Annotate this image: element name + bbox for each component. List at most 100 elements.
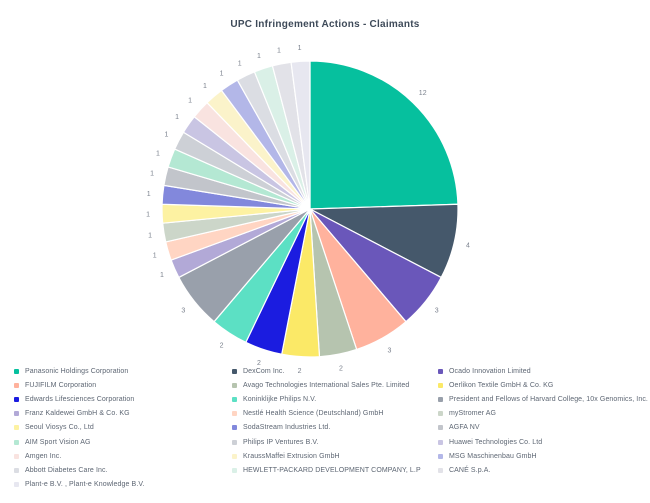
legend-item-label: CANÉ S.p.A. xyxy=(449,466,491,474)
slice-value-label: 1 xyxy=(203,83,207,90)
slice-value-label: 1 xyxy=(220,71,224,78)
legend-color-marker xyxy=(438,467,443,473)
legend-item-label: AIM Sport Vision AG xyxy=(25,438,91,446)
legend-color-marker xyxy=(14,411,19,417)
legend-item[interactable]: DexCom Inc. xyxy=(232,364,438,378)
legend-item-label: Huawei Technologies Co. Ltd xyxy=(449,438,543,446)
legend-item-label: MSG Maschinenbau GmbH xyxy=(449,452,537,460)
legend-item-label: Amgen Inc. xyxy=(25,452,62,460)
legend-item-label: KraussMaffei Extrusion GmbH xyxy=(243,452,340,460)
legend-item-label: AGFA NV xyxy=(449,424,480,432)
legend-color-marker xyxy=(232,425,237,431)
slice-value-label: 1 xyxy=(238,60,242,67)
legend-color-marker xyxy=(14,453,19,459)
legend-item[interactable]: AGFA NV xyxy=(438,421,648,435)
slice-value-label: 4 xyxy=(466,242,470,249)
legend-color-marker xyxy=(14,482,19,488)
slice-value-label: 1 xyxy=(156,151,160,158)
legend-color-marker xyxy=(438,411,443,417)
slice-value-label: 12 xyxy=(419,90,427,97)
legend-color-marker xyxy=(438,425,443,431)
legend-item[interactable]: Oerlikon Textile GmbH & Co. KG xyxy=(438,378,648,392)
slice-value-label: 1 xyxy=(147,191,151,198)
slice-value-label: 1 xyxy=(160,272,164,279)
legend-item-label: Oerlikon Textile GmbH & Co. KG xyxy=(449,381,554,389)
legend-color-marker xyxy=(14,425,19,431)
legend-color-marker xyxy=(232,453,237,459)
legend-color-marker xyxy=(232,411,237,417)
slice-value-label: 1 xyxy=(277,47,281,54)
slice-value-label: 1 xyxy=(188,98,192,105)
legend-item[interactable]: SodaStream Industries Ltd. xyxy=(232,421,438,435)
legend-item[interactable]: Nestlé Health Science (Deutschland) GmbH xyxy=(232,407,438,421)
slice-value-label: 1 xyxy=(298,45,302,52)
legend-item[interactable]: Franz Kaldewei GmbH & Co. KG xyxy=(14,407,232,421)
slice-value-label: 1 xyxy=(148,232,152,239)
pie-slice[interactable] xyxy=(309,60,459,210)
slice-value-label: 3 xyxy=(388,348,392,355)
legend-item[interactable]: FUJIFILM Corporation xyxy=(14,378,232,392)
legend-item[interactable]: AIM Sport Vision AG xyxy=(14,435,232,449)
legend-color-marker xyxy=(438,382,443,388)
legend-item[interactable]: KraussMaffei Extrusion GmbH xyxy=(232,449,438,463)
legend-item-label: Franz Kaldewei GmbH & Co. KG xyxy=(25,410,130,418)
legend-item[interactable]: Philips IP Ventures B.V. xyxy=(232,435,438,449)
slice-value-label: 1 xyxy=(175,114,179,121)
legend-item-label: FUJIFILM Corporation xyxy=(25,381,97,389)
legend-item-label: Nestlé Health Science (Deutschland) GmbH xyxy=(243,410,384,418)
legend-item[interactable]: Plant-e B.V. , Plant-e Knowledge B.V. xyxy=(14,478,232,492)
slice-value-label: 3 xyxy=(435,307,439,314)
legend-item-label: Ocado Innovation Limited xyxy=(449,367,531,375)
legend-color-marker xyxy=(232,368,237,374)
legend-item[interactable]: Huawei Technologies Co. Ltd xyxy=(438,435,648,449)
slice-value-label: 2 xyxy=(298,368,302,375)
legend-color-marker xyxy=(14,382,19,388)
legend-color-marker xyxy=(438,368,443,374)
legend-item-label: Koninklijke Philips N.V. xyxy=(243,395,317,403)
legend-color-marker xyxy=(232,467,237,473)
legend-color-marker xyxy=(14,368,19,374)
legend-item[interactable]: President and Fellows of Harvard College… xyxy=(438,392,648,406)
legend-color-marker xyxy=(14,396,19,402)
legend-item[interactable]: myStromer AG xyxy=(438,407,648,421)
slice-value-label: 1 xyxy=(146,212,150,219)
legend-item[interactable]: Avago Technologies International Sales P… xyxy=(232,378,438,392)
chart-title: UPC Infringement Actions - Claimants xyxy=(230,19,420,30)
legend-item-label: SodaStream Industries Ltd. xyxy=(243,424,331,432)
legend-color-marker xyxy=(232,439,237,445)
legend-item[interactable]: Seoul Viosys Co., Ltd xyxy=(14,421,232,435)
legend-item-label: Panasonic Holdings Corporation xyxy=(25,367,129,375)
slice-value-label: 2 xyxy=(257,360,261,367)
legend-color-marker xyxy=(14,439,19,445)
legend-item-label: DexCom Inc. xyxy=(243,367,285,375)
slice-value-label: 2 xyxy=(339,365,343,372)
legend-item-label: Edwards Lifesciences Corporation xyxy=(25,395,135,403)
legend-color-marker xyxy=(232,396,237,402)
legend-item[interactable]: Ocado Innovation Limited xyxy=(438,364,648,378)
pie-slice[interactable] xyxy=(290,60,311,210)
legend-item[interactable]: Edwards Lifesciences Corporation xyxy=(14,392,232,406)
pie-svg: 12 4 3 3 2 2 2 2 3 1 1 1 1 1 1 1 1 1 1 1 1 1 1 1 1 xyxy=(146,45,470,375)
slice-value-label: 1 xyxy=(257,53,261,60)
legend-color-marker xyxy=(14,467,19,473)
legend-color-marker xyxy=(438,396,443,402)
legend-item-label: Philips IP Ventures B.V. xyxy=(243,438,319,446)
legend-item[interactable]: Abbott Diabetes Care Inc. xyxy=(14,463,232,477)
legend-item-label: Seoul Viosys Co., Ltd xyxy=(25,424,94,432)
legend-item-label: Abbott Diabetes Care Inc. xyxy=(25,466,108,474)
legend-item-label: myStromer AG xyxy=(449,410,497,418)
legend-item[interactable]: Amgen Inc. xyxy=(14,449,232,463)
legend-item[interactable]: Panasonic Holdings Corporation xyxy=(14,364,232,378)
legend-color-marker xyxy=(232,382,237,388)
slice-value-label: 2 xyxy=(220,342,224,349)
legend-item[interactable]: HEWLETT-PACKARD DEVELOPMENT COMPANY, L.P xyxy=(232,463,438,477)
legend-item-label: President and Fellows of Harvard College… xyxy=(449,395,648,403)
legend-item[interactable]: Koninklijke Philips N.V. xyxy=(232,392,438,406)
legend-item-label: HEWLETT-PACKARD DEVELOPMENT COMPANY, L.P xyxy=(243,466,421,474)
legend-item[interactable]: CANÉ S.p.A. xyxy=(438,463,648,477)
legend-color-marker xyxy=(438,439,443,445)
legend: Panasonic Holdings Corporation DexCom Inc… xyxy=(14,364,648,492)
slice-value-label: 1 xyxy=(150,170,154,177)
legend-item[interactable]: MSG Maschinenbau GmbH xyxy=(438,449,648,463)
